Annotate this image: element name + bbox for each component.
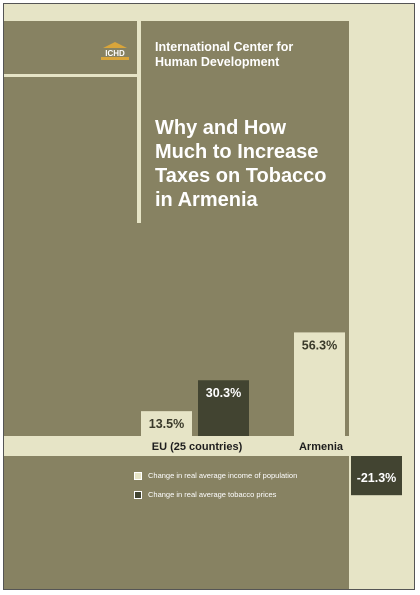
legend-swatch-dark (134, 490, 142, 499)
data-label: -21.3% (357, 471, 397, 485)
report-cover: ICHD International Center for Human Deve… (3, 3, 415, 590)
organization-line-2: Human Development (155, 55, 280, 69)
title-line-1: Why and How (155, 117, 287, 139)
data-label: 30.3% (206, 386, 241, 400)
x-category-label: EU (25 countries) (152, 441, 243, 453)
report-title: Why and How Much to Increase Taxes on To… (155, 116, 355, 212)
legend-label-income: Change in real average income of populat… (148, 471, 298, 480)
horizontal-rule-top (4, 74, 141, 77)
bar (198, 380, 249, 436)
legend-label-tobacco: Change in real average tobacco prices (148, 490, 277, 499)
organization-name: International Center for Human Developme… (155, 40, 335, 70)
ichd-logo: ICHD (98, 40, 132, 62)
legend-item-tobacco: Change in real average tobacco prices (134, 490, 276, 499)
organization-line-1: International Center for (155, 40, 294, 54)
bar (141, 411, 192, 436)
top-band (4, 4, 349, 21)
title-line-4: in Armenia (155, 189, 258, 211)
x-category-label: Armenia (299, 441, 344, 453)
legend-swatch-light (134, 471, 142, 480)
title-line-2: Much to Increase (155, 141, 319, 163)
data-label: 56.3% (302, 338, 337, 352)
category-band (4, 436, 414, 456)
logo-lettering: ICHD (105, 49, 125, 58)
vertical-divider-line (137, 21, 141, 223)
title-line-3: Taxes on Tobacco (155, 165, 327, 187)
legend-item-income: Change in real average income of populat… (134, 471, 297, 480)
bar (351, 456, 402, 496)
bar-chart: EU (25 countries) 13.5% 30.3% Armenia 56.3% -… (4, 332, 414, 496)
bar (294, 332, 345, 436)
data-label: 13.5% (149, 417, 184, 431)
